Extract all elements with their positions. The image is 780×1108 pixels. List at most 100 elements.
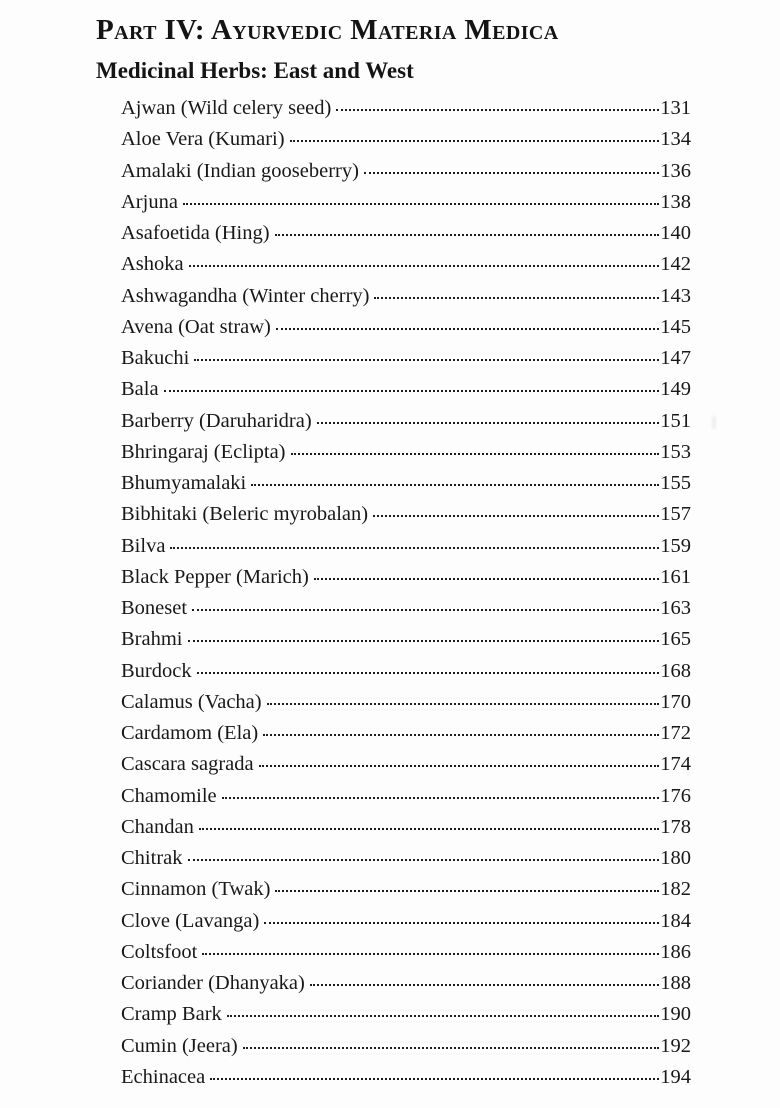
dot-leader bbox=[275, 890, 660, 893]
dot-leader bbox=[336, 109, 660, 111]
toc-entry-page-number: 163 bbox=[660, 597, 691, 619]
toc-entry-page-number: 136 bbox=[660, 159, 691, 182]
toc-entry: Avena (Oat straw) 145 bbox=[121, 316, 691, 347]
toc-entry: Bibhitaki (Beleric myrobalan) 157 bbox=[121, 503, 691, 534]
toc-entry: Cramp Bark 190 bbox=[121, 1003, 691, 1034]
dot-leader bbox=[194, 359, 660, 361]
toc-entry: Barberry (Daruharidra) 151 bbox=[121, 410, 691, 441]
toc-entry: Chandan 178 bbox=[121, 816, 691, 847]
toc-entry-label: Cascara sagrada bbox=[121, 753, 254, 776]
dot-leader bbox=[313, 577, 660, 580]
toc-entry: Asafoetida (Hing) 140 bbox=[121, 222, 691, 253]
toc-entry-label: Cinnamon (Twak) bbox=[121, 878, 271, 901]
toc-entry-label: Arjuna bbox=[121, 190, 178, 213]
toc-entry-label: Cumin (Jeera) bbox=[121, 1034, 238, 1057]
toc-entry-label: Brahmi bbox=[121, 628, 183, 651]
dot-leader bbox=[274, 234, 660, 236]
toc-entry-label: Bhumyamalaki bbox=[121, 472, 247, 494]
toc-entry-page-number: 174 bbox=[660, 753, 691, 776]
dot-leader bbox=[196, 671, 660, 674]
scan-smudge-artifact bbox=[712, 416, 716, 429]
toc-entry-label: Cramp Bark bbox=[121, 1003, 222, 1026]
toc-entry: Chamomile 176 bbox=[121, 785, 691, 816]
toc-entry-page-number: 178 bbox=[660, 815, 691, 838]
toc-entry-page-number: 194 bbox=[660, 1065, 691, 1088]
toc-entry-page-number: 145 bbox=[660, 315, 691, 338]
dot-leader bbox=[182, 202, 660, 205]
toc-entry: Brahmi 165 bbox=[121, 628, 691, 659]
toc-entry: Burdock 168 bbox=[121, 660, 691, 691]
dot-leader bbox=[210, 1077, 660, 1080]
dot-leader bbox=[198, 827, 660, 830]
dot-leader bbox=[363, 171, 660, 174]
toc-entry-page-number: 147 bbox=[660, 347, 691, 369]
toc-entry-label: Cardamom (Ela) bbox=[121, 722, 259, 744]
dot-leader bbox=[309, 984, 660, 986]
toc-entry-label: Bakuchi bbox=[121, 347, 190, 369]
dot-leader bbox=[373, 515, 660, 518]
toc-entry-label: Bilva bbox=[121, 534, 166, 557]
toc-entry-label: Bala bbox=[121, 378, 159, 401]
toc-entry-page-number: 140 bbox=[660, 222, 691, 244]
toc-entry-label: Chandan bbox=[121, 815, 194, 838]
toc-entry-page-number: 153 bbox=[660, 440, 691, 463]
toc-entry: Cumin (Jeera) 192 bbox=[121, 1035, 691, 1066]
dot-leader bbox=[188, 265, 660, 268]
dot-leader bbox=[275, 327, 660, 330]
toc-entry-label: Avena (Oat straw) bbox=[121, 315, 271, 338]
toc-entry-page-number: 142 bbox=[660, 253, 691, 276]
toc-entry-label: Aloe Vera (Kumari) bbox=[121, 128, 285, 151]
toc-entry-label: Bibhitaki (Beleric myrobalan) bbox=[121, 503, 369, 526]
toc-entry-page-number: 155 bbox=[660, 472, 691, 494]
toc-entry: Coriander (Dhanyaka) 188 bbox=[121, 972, 691, 1003]
toc-entry: Arjuna 138 bbox=[121, 191, 691, 222]
toc-entry-label: Calamus (Vacha) bbox=[121, 690, 262, 713]
toc-entry-page-number: 172 bbox=[660, 722, 691, 744]
toc-entry-page-number: 170 bbox=[660, 690, 691, 713]
toc-entry-page-number: 159 bbox=[660, 534, 691, 557]
section-title: Medicinal Herbs: East and West bbox=[96, 58, 414, 83]
dot-leader bbox=[290, 452, 660, 455]
toc-entry: Cardamom (Ela) 172 bbox=[121, 722, 691, 753]
toc-entry: Echinacea 194 bbox=[121, 1066, 691, 1097]
toc-entry-label: Boneset bbox=[121, 597, 188, 619]
dot-leader bbox=[263, 734, 660, 736]
toc-entry-label: Amalaki (Indian gooseberry) bbox=[121, 159, 359, 182]
toc-entry-page-number: 192 bbox=[660, 1034, 691, 1057]
toc-entry-page-number: 190 bbox=[660, 1003, 691, 1026]
toc-entry-label: Ashoka bbox=[121, 253, 184, 276]
dot-leader bbox=[226, 1015, 660, 1018]
toc-entry: Chitrak 180 bbox=[121, 847, 691, 878]
toc-entry: Ashoka 142 bbox=[121, 253, 691, 284]
toc-entry-page-number: 149 bbox=[660, 378, 691, 401]
toc-entry-page-number: 176 bbox=[660, 784, 691, 807]
dot-leader bbox=[316, 421, 660, 424]
toc-entry: Aloe Vera (Kumari) 134 bbox=[121, 128, 691, 159]
toc-entry-label: Barberry (Daruharidra) bbox=[121, 409, 312, 432]
toc-entry-label: Ashwagandha (Winter cherry) bbox=[121, 284, 370, 307]
toc-entry: Black Pepper (Marich) 161 bbox=[121, 566, 691, 597]
toc-entry-label: Ajwan (Wild celery seed) bbox=[121, 97, 332, 119]
dot-leader bbox=[187, 640, 660, 643]
toc-entry-page-number: 180 bbox=[660, 847, 691, 869]
toc-entry: Amalaki (Indian gooseberry) 136 bbox=[121, 160, 691, 191]
toc-entry-page-number: 188 bbox=[660, 972, 691, 994]
toc-entry-page-number: 186 bbox=[660, 940, 691, 963]
toc-entry: Bala 149 bbox=[121, 378, 691, 409]
dot-leader bbox=[187, 859, 660, 861]
toc-entry: Boneset 163 bbox=[121, 597, 691, 628]
toc-entry-label: Clove (Lavanga) bbox=[121, 909, 260, 932]
toc-entry-page-number: 157 bbox=[660, 503, 691, 526]
toc-entry-label: Bhringaraj (Eclipta) bbox=[121, 440, 286, 463]
toc-entry: Bhringaraj (Eclipta) 153 bbox=[121, 441, 691, 472]
toc-entry-page-number: 134 bbox=[660, 128, 691, 151]
toc-entry: Bilva 159 bbox=[121, 535, 691, 566]
dot-leader bbox=[374, 296, 660, 299]
toc-entry-label: Asafoetida (Hing) bbox=[121, 222, 270, 244]
toc-entry: Bhumyamalaki 155 bbox=[121, 472, 691, 503]
toc-entry: Cinnamon (Twak) 182 bbox=[121, 878, 691, 909]
dot-leader bbox=[266, 702, 660, 705]
toc-entry-label: Echinacea bbox=[121, 1065, 206, 1088]
dot-leader bbox=[258, 765, 660, 768]
